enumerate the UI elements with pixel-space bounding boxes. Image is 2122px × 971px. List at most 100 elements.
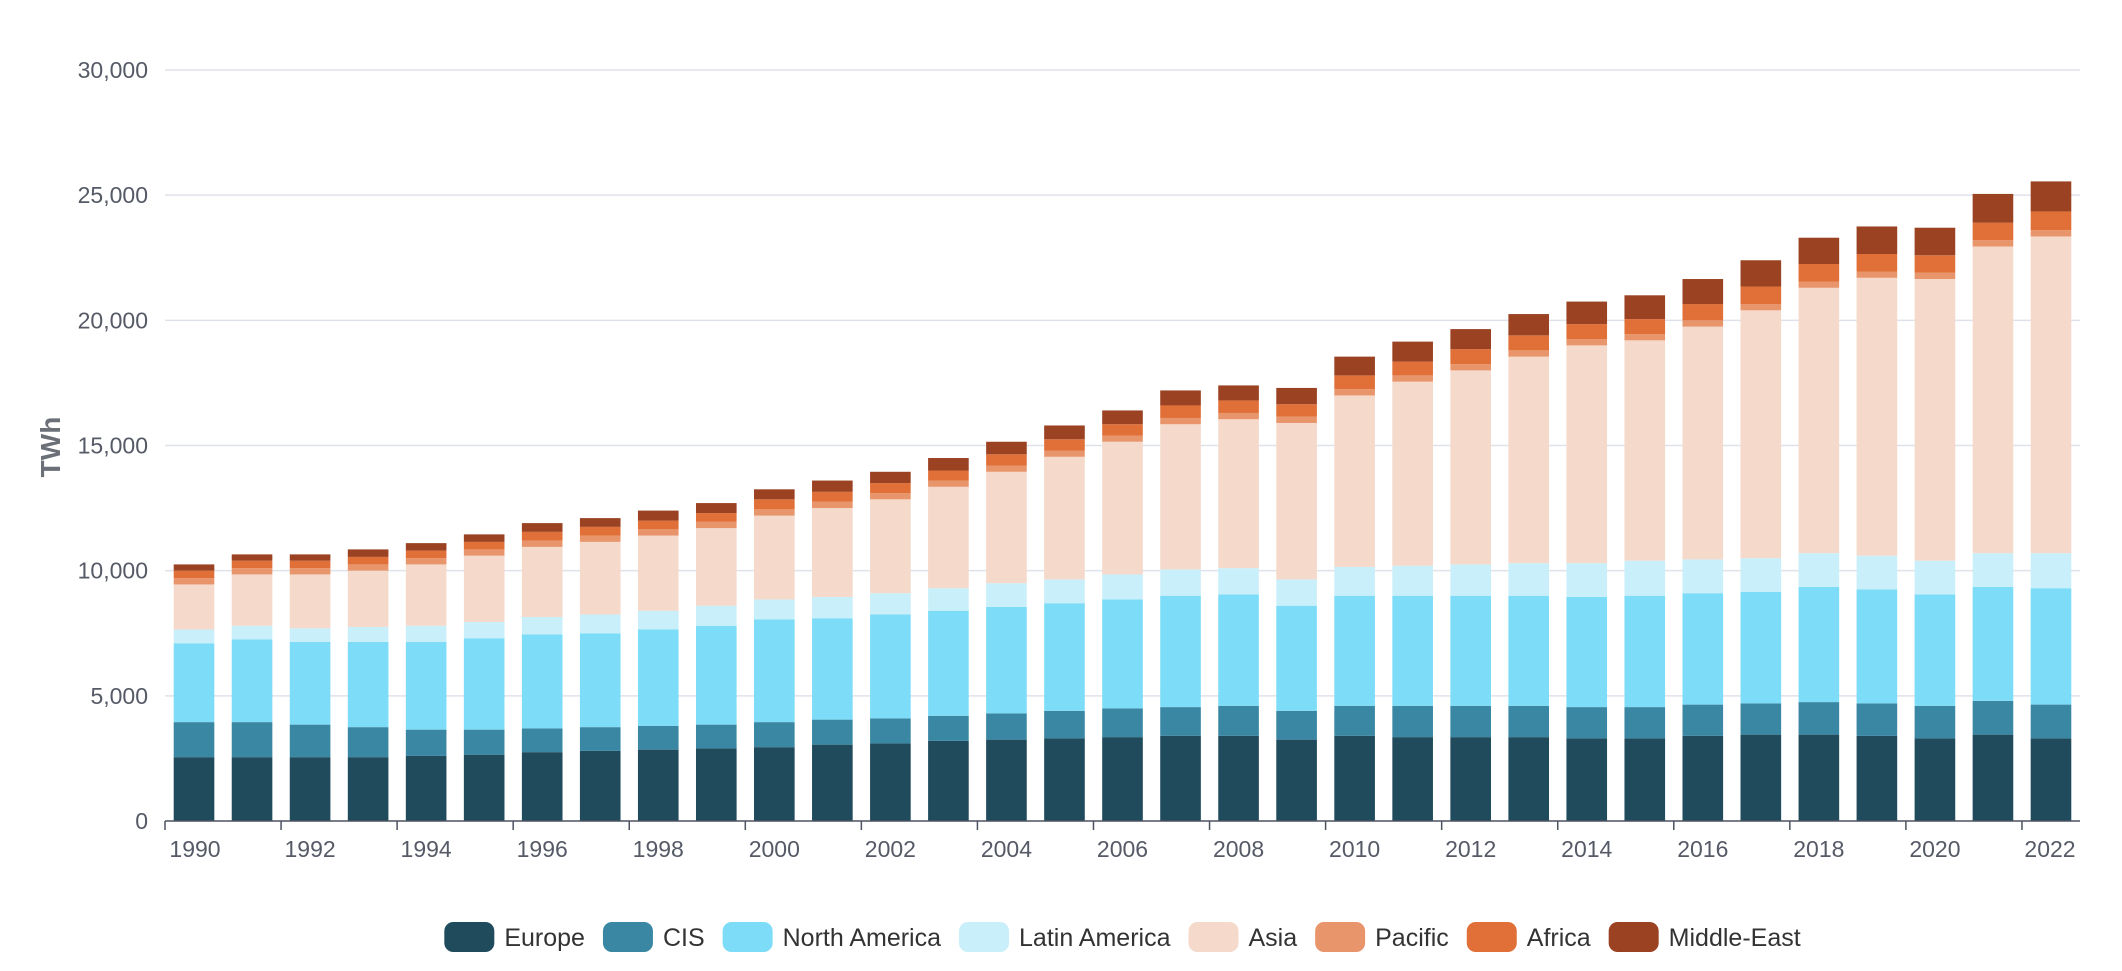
bar-segment-latin-america[interactable]: [1624, 560, 1666, 596]
bar-segment-pacific[interactable]: [289, 568, 331, 575]
bar-segment-africa[interactable]: [1682, 304, 1724, 321]
bar-segment-africa[interactable]: [1450, 349, 1491, 365]
bar-segment-pacific[interactable]: [1972, 240, 2014, 247]
bar-segment-pacific[interactable]: [347, 564, 389, 571]
bar-segment-pacific[interactable]: [1276, 416, 1317, 423]
bar-segment-middle-east[interactable]: [289, 554, 331, 561]
bar-segment-middle-east[interactable]: [1624, 295, 1666, 320]
bar-segment-europe[interactable]: [754, 747, 795, 821]
bar-segment-latin-america[interactable]: [1798, 553, 1840, 587]
bar-segment-asia[interactable]: [1972, 246, 2014, 554]
bar-segment-north-america[interactable]: [1856, 589, 1898, 704]
bar-segment-latin-america[interactable]: [1740, 558, 1782, 592]
bar-segment-pacific[interactable]: [1566, 339, 1608, 346]
bar-segment-cis[interactable]: [986, 713, 1027, 740]
bar-segment-africa[interactable]: [289, 560, 331, 569]
legend-item-north-america[interactable]: North America: [722, 922, 941, 952]
bar-segment-europe[interactable]: [579, 750, 621, 821]
bar-segment-cis[interactable]: [1160, 707, 1201, 736]
bar-segment-north-america[interactable]: [870, 614, 911, 719]
bar-segment-cis[interactable]: [231, 722, 273, 758]
legend-item-africa[interactable]: Africa: [1466, 922, 1591, 952]
bar-segment-africa[interactable]: [1102, 424, 1143, 436]
bar-segment-latin-america[interactable]: [1914, 560, 1956, 595]
bar-segment-africa[interactable]: [1856, 254, 1898, 272]
bar-segment-pacific[interactable]: [1624, 334, 1666, 341]
bar-segment-cis[interactable]: [1682, 704, 1724, 736]
bar-segment-europe[interactable]: [231, 757, 273, 821]
bar-segment-asia[interactable]: [928, 486, 969, 589]
bar-segment-cis[interactable]: [1972, 700, 2014, 735]
bar-segment-africa[interactable]: [928, 470, 969, 481]
bar-segment-north-america[interactable]: [637, 629, 679, 726]
bar-segment-latin-america[interactable]: [1218, 568, 1259, 595]
bar-segment-cis[interactable]: [1218, 705, 1259, 736]
bar-segment-cis[interactable]: [1624, 707, 1666, 739]
bar-segment-north-america[interactable]: [1102, 599, 1143, 709]
bar-segment-asia[interactable]: [2030, 236, 2072, 554]
bar-segment-cis[interactable]: [289, 724, 331, 758]
bar-segment-middle-east[interactable]: [1276, 387, 1317, 405]
bar-segment-pacific[interactable]: [405, 558, 447, 565]
bar-segment-europe[interactable]: [521, 752, 563, 821]
bar-segment-north-america[interactable]: [754, 619, 795, 723]
bar-segment-pacific[interactable]: [463, 549, 505, 556]
bar-segment-pacific[interactable]: [754, 509, 795, 516]
bar-segment-cis[interactable]: [173, 722, 215, 758]
bar-segment-north-america[interactable]: [812, 618, 853, 720]
bar-segment-africa[interactable]: [1218, 400, 1259, 413]
bar-segment-africa[interactable]: [1972, 222, 2014, 241]
bar-segment-asia[interactable]: [1392, 381, 1433, 566]
bar-segment-africa[interactable]: [695, 513, 737, 522]
bar-segment-africa[interactable]: [1508, 335, 1550, 351]
bar-segment-pacific[interactable]: [173, 578, 215, 585]
bar-segment-pacific[interactable]: [1682, 320, 1724, 327]
bar-segment-middle-east[interactable]: [1566, 301, 1608, 325]
bar-segment-latin-america[interactable]: [1334, 566, 1375, 596]
bar-segment-africa[interactable]: [870, 483, 911, 494]
bar-segment-asia[interactable]: [1856, 277, 1898, 556]
legend-item-middle-east[interactable]: Middle-East: [1608, 922, 1801, 952]
bar-segment-asia[interactable]: [1044, 456, 1085, 580]
bar-segment-latin-america[interactable]: [637, 610, 679, 630]
bar-segment-europe[interactable]: [405, 755, 447, 821]
bar-segment-asia[interactable]: [1624, 340, 1666, 561]
bar-segment-middle-east[interactable]: [347, 549, 389, 557]
bar-segment-north-america[interactable]: [1044, 603, 1085, 711]
bar-segment-asia[interactable]: [1682, 326, 1724, 560]
bar-segment-europe[interactable]: [1624, 738, 1666, 821]
bar-segment-north-america[interactable]: [1334, 595, 1375, 706]
bar-segment-middle-east[interactable]: [1508, 314, 1550, 336]
bar-segment-pacific[interactable]: [986, 465, 1027, 472]
bar-segment-africa[interactable]: [463, 541, 505, 550]
bar-segment-cis[interactable]: [695, 724, 737, 749]
bar-segment-europe[interactable]: [695, 748, 737, 821]
bar-segment-north-america[interactable]: [2030, 588, 2072, 705]
bar-segment-north-america[interactable]: [1392, 595, 1433, 706]
bar-segment-pacific[interactable]: [231, 568, 273, 575]
bar-segment-cis[interactable]: [812, 719, 853, 745]
bar-segment-cis[interactable]: [1740, 703, 1782, 735]
legend-item-cis[interactable]: CIS: [602, 922, 705, 952]
bar-segment-pacific[interactable]: [1392, 375, 1433, 382]
bar-segment-north-america[interactable]: [1566, 596, 1608, 708]
bar-segment-cis[interactable]: [1044, 710, 1085, 739]
bar-segment-latin-america[interactable]: [521, 616, 563, 635]
bar-segment-asia[interactable]: [347, 570, 389, 627]
bar-segment-middle-east[interactable]: [2030, 181, 2072, 212]
bar-segment-latin-america[interactable]: [1450, 564, 1491, 596]
bar-segment-cis[interactable]: [1566, 707, 1608, 739]
bar-segment-asia[interactable]: [1334, 395, 1375, 567]
bar-segment-cis[interactable]: [521, 728, 563, 753]
bar-segment-europe[interactable]: [1798, 734, 1840, 821]
bar-segment-asia[interactable]: [754, 515, 795, 600]
bar-segment-latin-america[interactable]: [1102, 574, 1143, 600]
bar-segment-latin-america[interactable]: [173, 629, 215, 644]
bar-segment-asia[interactable]: [812, 508, 853, 597]
bar-segment-cis[interactable]: [2030, 704, 2072, 739]
bar-segment-latin-america[interactable]: [1972, 553, 2014, 587]
bar-segment-middle-east[interactable]: [579, 518, 621, 527]
bar-segment-middle-east[interactable]: [521, 523, 563, 532]
bar-segment-asia[interactable]: [1450, 370, 1491, 565]
bar-segment-asia[interactable]: [870, 499, 911, 594]
